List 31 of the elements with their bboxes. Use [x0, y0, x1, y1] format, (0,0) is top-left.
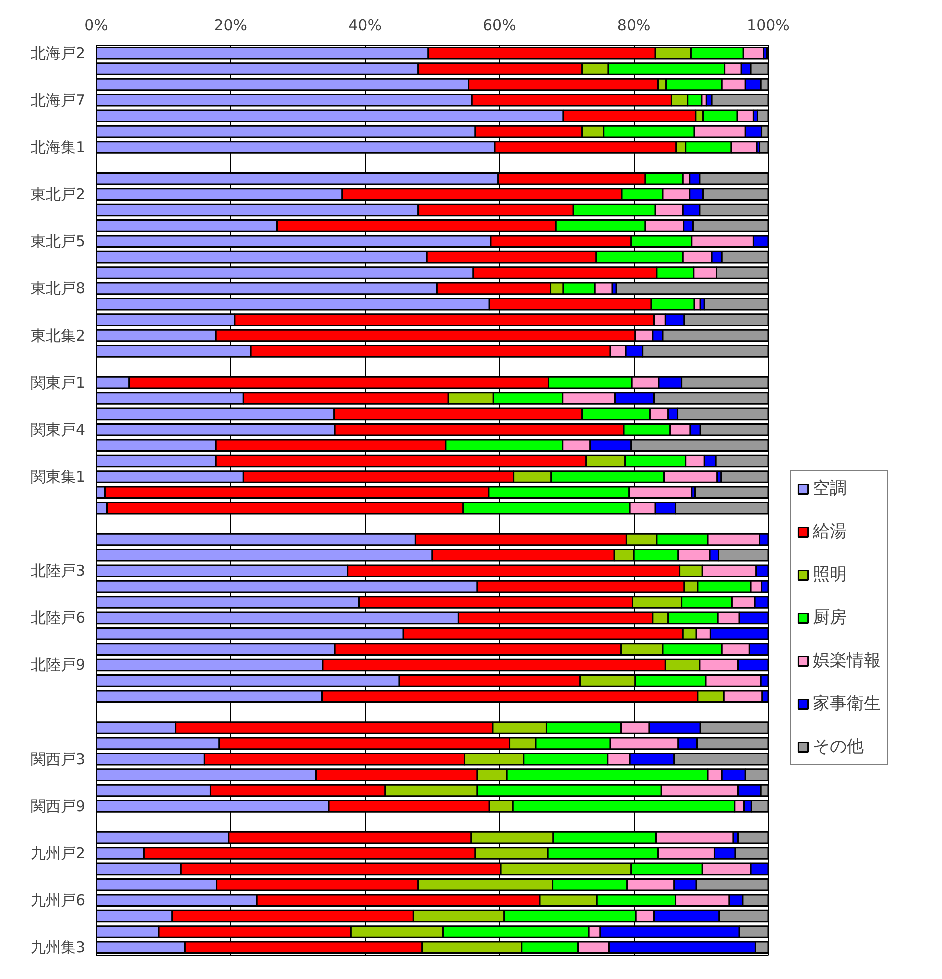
x-tick-label: 20% [214, 16, 248, 34]
y-tick-label: 北海戸2 [30, 44, 86, 62]
y-tick-label: 関西戸9 [30, 797, 86, 816]
y-tick-label: 北海集1 [30, 138, 86, 156]
legend-label: 家事衛生 [813, 693, 881, 715]
x-tick-label: 80% [617, 16, 651, 34]
y-tick-label: 東北集2 [30, 326, 86, 345]
x-tick-label: 0% [84, 16, 108, 34]
y-tick-label: 関東集1 [30, 468, 86, 486]
y-tick-label: 九州戸2 [30, 844, 86, 863]
y-tick-label: 関東戸1 [30, 374, 86, 392]
legend-label: 娯楽情報 [813, 650, 881, 672]
x-tick-label: 100% [747, 16, 790, 34]
y-tick-label: 九州集3 [30, 938, 86, 957]
y-tick-label: 関東戸4 [30, 420, 86, 439]
y-tick-label: 九州戸6 [30, 892, 86, 910]
y-tick-label: 東北戸5 [30, 232, 86, 251]
y-tick-label: 北陸戸9 [30, 656, 86, 674]
y-tick-label: 北陸戸6 [30, 609, 86, 628]
y-tick-label: 北陸戸3 [30, 562, 86, 580]
y-tick-label: 東北戸8 [30, 280, 86, 298]
legend-label: 空調 [813, 478, 847, 500]
y-tick-label: 関西戸3 [30, 750, 86, 768]
x-tick-label: 60% [483, 16, 516, 34]
legend-label: 照明 [813, 564, 847, 586]
legend-label: 厨房 [813, 607, 847, 629]
x-tick-label: 40% [348, 16, 382, 34]
legend-label: 給湯 [813, 521, 847, 543]
legend-label: その他 [813, 736, 864, 758]
y-tick-label: 北海戸7 [30, 91, 86, 110]
y-tick-label: 東北戸2 [30, 186, 86, 204]
